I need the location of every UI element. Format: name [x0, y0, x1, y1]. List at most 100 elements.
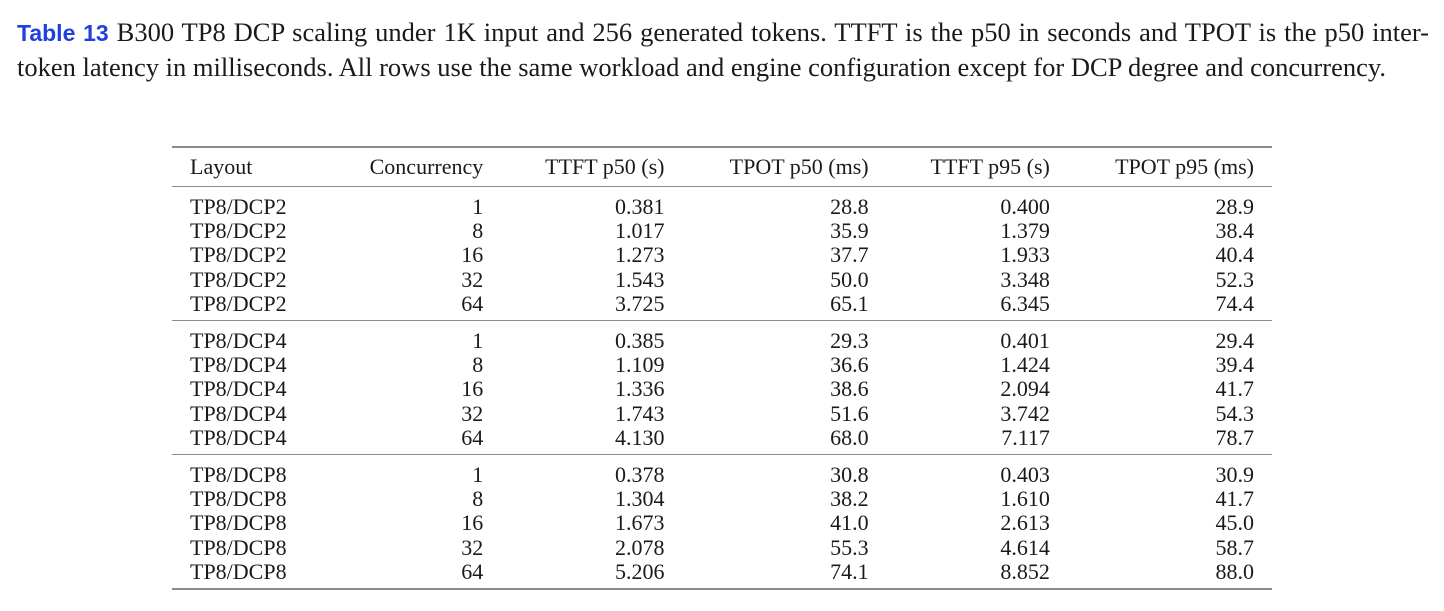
table-caption: Table 13 B300 TP8 DCP scaling under 1K in… [17, 16, 1429, 84]
cell-tpot-p50: 51.6 [830, 400, 869, 426]
cell-ttft-p50: 1.336 [615, 376, 665, 402]
header-tpot-p50: TPOT p50 (ms) [729, 154, 869, 179]
cell-ttft-p50: 1.273 [615, 242, 665, 268]
cell-ttft-p95: 0.401 [1000, 328, 1050, 354]
cell-ttft-p95: 8.852 [1000, 558, 1050, 584]
cell-layout: TP8/DCP2 [190, 218, 287, 244]
cell-ttft-p95: 3.742 [1000, 400, 1050, 426]
cell-tpot-p50: 37.7 [830, 242, 869, 268]
cell-ttft-p95: 4.614 [1000, 534, 1050, 560]
cell-concurrency: 64 [461, 558, 484, 584]
cell-layout: TP8/DCP4 [190, 376, 287, 402]
cell-layout: TP8/DCP2 [190, 194, 287, 219]
cell-ttft-p50: 1.743 [615, 400, 665, 426]
cell-tpot-p95: 30.9 [1215, 462, 1255, 488]
cell-tpot-p50: 38.2 [830, 486, 869, 512]
cell-ttft-p95: 0.403 [1000, 462, 1050, 488]
cell-tpot-p95: 41.7 [1215, 486, 1255, 512]
table-header-row: Layout Concurrency TTFT p50 (s) TPOT p50… [172, 147, 1272, 187]
cell-ttft-p50: 1.304 [615, 486, 665, 512]
cell-tpot-p95: 88.0 [1215, 558, 1255, 584]
cell-tpot-p95: 28.9 [1215, 194, 1255, 219]
cell-tpot-p50: 65.1 [830, 290, 869, 316]
cell-concurrency: 16 [461, 510, 484, 536]
cell-tpot-p95: 78.7 [1215, 424, 1255, 450]
header-tpot-p95: TPOT p95 (ms) [1115, 154, 1254, 179]
cell-tpot-p50: 36.6 [830, 352, 869, 378]
cell-concurrency: 8 [472, 486, 484, 512]
cell-concurrency: 32 [461, 266, 484, 292]
cell-layout: TP8/DCP8 [190, 558, 287, 584]
cell-layout: TP8/DCP2 [190, 266, 287, 292]
cell-ttft-p95: 1.610 [1000, 486, 1050, 512]
cell-tpot-p95: 29.4 [1215, 328, 1255, 354]
table-row: TP8/DCP4 8 1.109 36.6 1.424 39.4 [172, 353, 1272, 377]
cell-tpot-p50: 55.3 [830, 534, 869, 560]
cell-concurrency: 1 [472, 194, 484, 219]
cell-tpot-p50: 28.8 [830, 194, 869, 219]
cell-ttft-p95: 1.424 [1000, 352, 1050, 378]
cell-tpot-p95: 74.4 [1215, 290, 1255, 316]
cell-concurrency: 32 [461, 400, 484, 426]
cell-tpot-p50: 38.6 [830, 376, 869, 402]
cell-concurrency: 32 [461, 534, 484, 560]
results-table: Layout Concurrency TTFT p50 (s) TPOT p50… [172, 146, 1272, 590]
table-row: TP8/DCP4 32 1.743 51.6 3.742 54.3 [172, 400, 1272, 426]
cell-concurrency: 8 [472, 352, 484, 378]
cell-tpot-p50: 29.3 [830, 328, 869, 354]
cell-ttft-p95: 7.117 [1001, 424, 1050, 450]
cell-ttft-p50: 1.109 [615, 352, 665, 378]
table-row: TP8/DCP4 64 4.130 68.0 7.117 78.7 [172, 424, 1272, 455]
cell-tpot-p95: 41.7 [1215, 376, 1255, 402]
table-row: TP8/DCP2 16 1.273 37.7 1.933 40.4 [172, 243, 1272, 267]
table-row: TP8/DCP2 1 0.381 28.8 0.400 28.9 [172, 186, 1272, 220]
cell-ttft-p95: 1.379 [1000, 218, 1050, 244]
cell-layout: TP8/DCP4 [190, 328, 287, 354]
cell-ttft-p95: 6.345 [1000, 290, 1050, 316]
cell-layout: TP8/DCP4 [190, 400, 287, 426]
caption-text: B300 TP8 DCP scaling under 1K input and … [17, 17, 1429, 82]
cell-layout: TP8/DCP4 [190, 424, 287, 450]
cell-concurrency: 1 [472, 462, 484, 488]
table-row: TP8/DCP4 1 0.385 29.3 0.401 29.4 [172, 320, 1272, 354]
cell-ttft-p50: 1.017 [615, 218, 665, 244]
cell-tpot-p95: 39.4 [1215, 352, 1255, 378]
table-row: TP8/DCP8 16 1.673 41.0 2.613 45.0 [172, 511, 1272, 535]
cell-concurrency: 64 [461, 424, 484, 450]
cell-layout: TP8/DCP2 [190, 242, 287, 268]
cell-ttft-p95: 1.933 [1000, 242, 1050, 268]
cell-ttft-p95: 3.348 [1000, 266, 1050, 292]
cell-layout: TP8/DCP4 [190, 352, 287, 378]
cell-concurrency: 1 [472, 328, 484, 354]
header-ttft-p50: TTFT p50 (s) [545, 154, 665, 179]
cell-ttft-p95: 0.400 [1000, 194, 1050, 219]
results-table-container: Layout Concurrency TTFT p50 (s) TPOT p50… [172, 146, 1272, 590]
cell-ttft-p50: 1.673 [615, 510, 665, 536]
table-row: TP8/DCP2 64 3.725 65.1 6.345 74.4 [172, 290, 1272, 321]
cell-tpot-p50: 35.9 [830, 218, 869, 244]
cell-ttft-p50: 5.206 [615, 558, 665, 584]
cell-ttft-p50: 2.078 [615, 534, 665, 560]
cell-layout: TP8/DCP2 [190, 290, 287, 316]
cell-layout: TP8/DCP8 [190, 462, 287, 488]
cell-layout: TP8/DCP8 [190, 534, 287, 560]
header-layout: Layout [190, 154, 253, 179]
cell-tpot-p50: 41.0 [830, 510, 869, 536]
cell-ttft-p95: 2.094 [1000, 376, 1050, 402]
cell-tpot-p95: 45.0 [1215, 510, 1255, 536]
cell-concurrency: 16 [461, 242, 484, 268]
cell-ttft-p50: 0.381 [615, 194, 665, 219]
cell-ttft-p50: 1.543 [615, 266, 665, 292]
cell-tpot-p50: 30.8 [830, 462, 869, 488]
cell-tpot-p95: 38.4 [1215, 218, 1255, 244]
table-row: TP8/DCP8 1 0.378 30.8 0.403 30.9 [172, 454, 1272, 488]
cell-layout: TP8/DCP8 [190, 486, 287, 512]
cell-ttft-p50: 3.725 [615, 290, 665, 316]
cell-concurrency: 64 [461, 290, 484, 316]
table-row: TP8/DCP8 8 1.304 38.2 1.610 41.7 [172, 487, 1272, 511]
cell-ttft-p50: 0.385 [615, 328, 665, 354]
cell-ttft-p95: 2.613 [1000, 510, 1050, 536]
cell-concurrency: 8 [472, 218, 484, 244]
cell-concurrency: 16 [461, 376, 484, 402]
cell-tpot-p95: 40.4 [1215, 242, 1255, 268]
